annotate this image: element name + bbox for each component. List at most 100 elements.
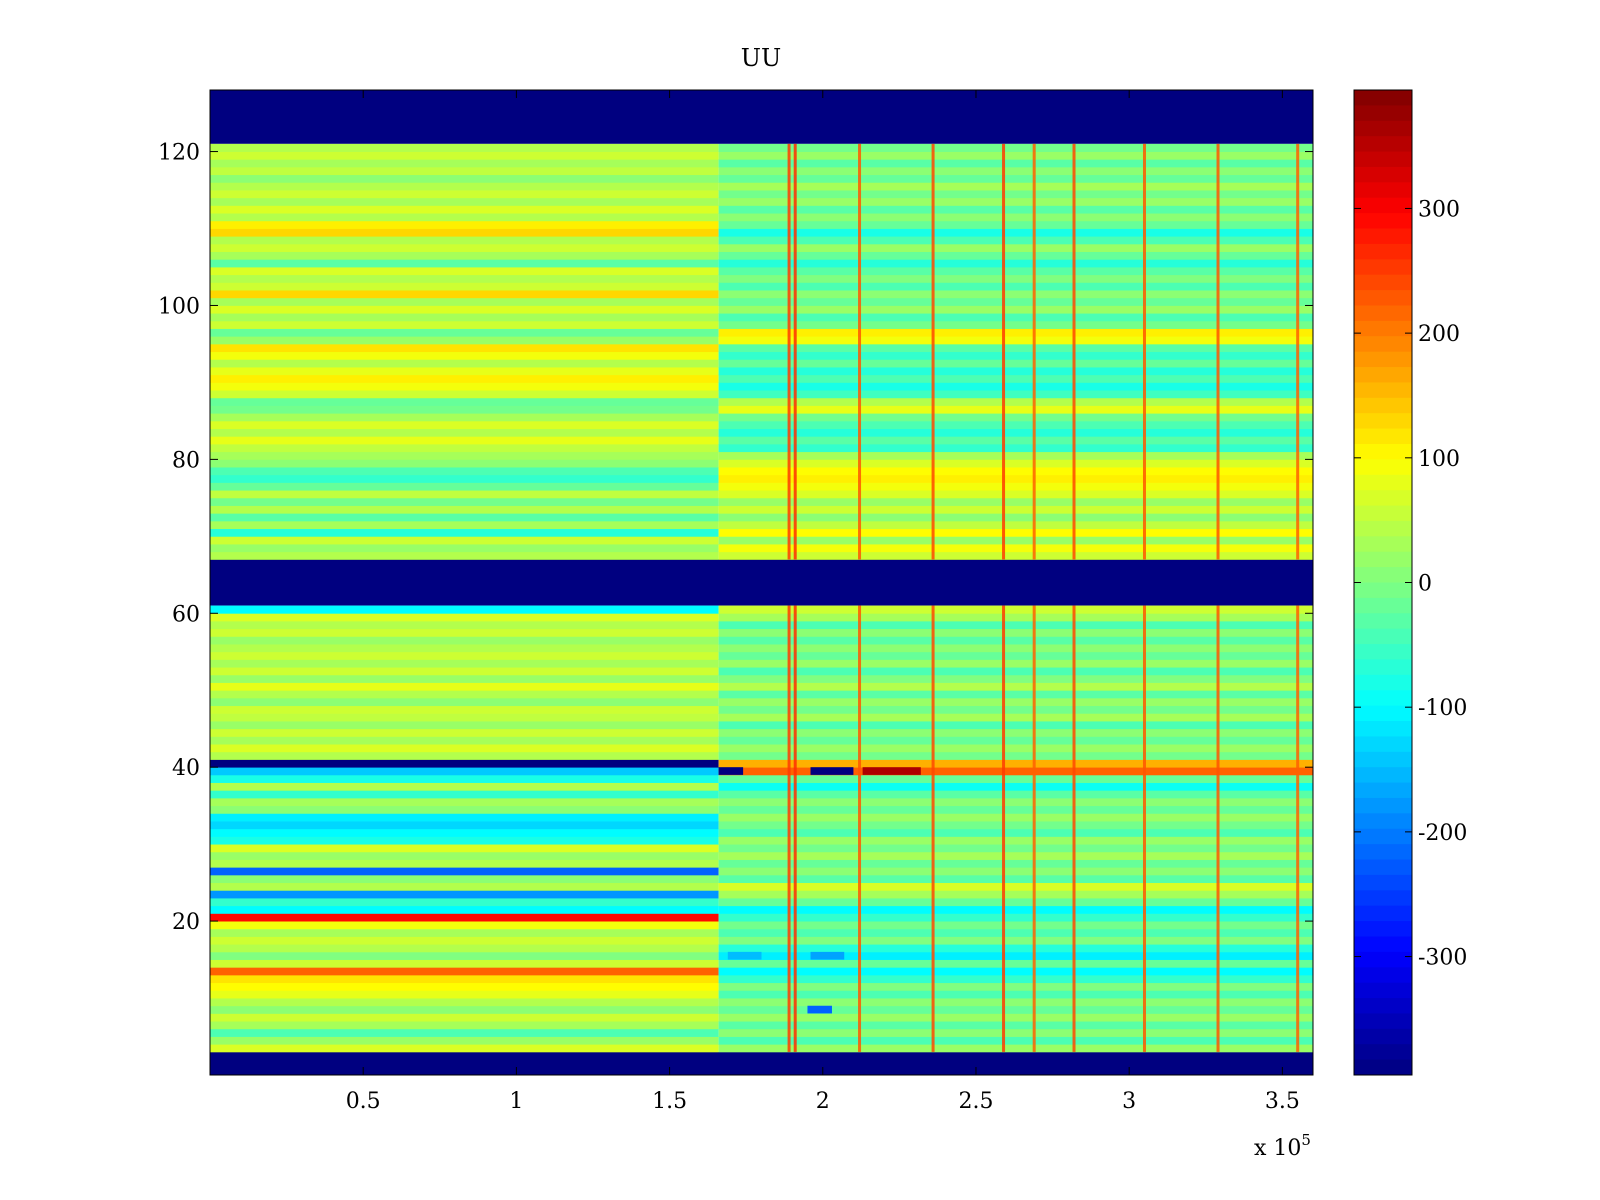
heatmap-row-after: [718, 913, 1313, 922]
heatmap-row-after: [718, 605, 1313, 614]
heatmap-row-before: [210, 436, 719, 445]
colorbar-segment: [1354, 274, 1412, 291]
heatmap-row-after: [718, 297, 1313, 306]
heatmap-row-before: [210, 998, 719, 1007]
heatmap-row-before: [210, 405, 719, 414]
heatmap-row-after: [718, 1005, 1313, 1014]
heatmap-row-after: [718, 459, 1313, 468]
colorbar-segment: [1354, 536, 1412, 553]
heatmap-row-before: [210, 936, 719, 945]
colorbar-segment: [1354, 459, 1412, 476]
heatmap-row-after: [718, 636, 1313, 645]
heatmap-row-before: [210, 882, 719, 891]
colorbar-segment: [1354, 767, 1412, 784]
heatmap-row-before: [210, 982, 719, 991]
svg-text:x 105: x 105: [1254, 1131, 1311, 1161]
x-tick-label: 0.5: [346, 1089, 381, 1114]
heatmap-row-before: [210, 713, 719, 722]
y-tick-label: 60: [172, 602, 200, 627]
anomaly-patch: [718, 767, 744, 775]
heatmap-row-after: [718, 405, 1313, 414]
heatmap-row-before: [210, 1044, 719, 1053]
heatmap-row-before: [210, 274, 719, 283]
event-column: [1072, 143, 1076, 560]
heatmap-row-before: [210, 613, 719, 622]
heatmap-row-after: [718, 259, 1313, 268]
colorbar-segment: [1354, 690, 1412, 707]
colorbar-segment: [1354, 490, 1412, 507]
heatmap-row-after: [718, 921, 1313, 930]
heatmap-row-before: [210, 297, 719, 306]
heatmap-row-after: [718, 213, 1313, 222]
heatmap-row-before: [210, 197, 719, 206]
heatmap-row-before: [210, 359, 719, 368]
colorbar-segment: [1354, 936, 1412, 953]
heatmap-row-before: [210, 166, 719, 176]
heatmap-row-before: [210, 474, 719, 483]
colorbar-segment: [1354, 551, 1412, 568]
event-column: [931, 143, 935, 560]
heatmap-row-before: [210, 428, 719, 437]
heatmap-row-before: [210, 528, 719, 537]
heatmap-row-after: [718, 713, 1313, 722]
heatmap-row-before: [210, 728, 719, 737]
heatmap-row-after: [718, 190, 1313, 199]
heatmap-row-after: [718, 959, 1313, 968]
heatmap-row-before: [210, 744, 719, 753]
heatmap-row-after: [718, 182, 1313, 191]
colorbar-segment: [1354, 582, 1412, 599]
colorbar-segment: [1354, 166, 1412, 183]
heatmap-row-before: [210, 351, 719, 360]
heatmap-row-after: [718, 1013, 1313, 1022]
colorbar-segment: [1354, 567, 1412, 583]
heatmap-row-before: [210, 921, 719, 930]
colorbar-segment: [1354, 520, 1412, 537]
y-tick-label: 100: [158, 294, 200, 319]
heatmap-row-after: [718, 797, 1313, 807]
colorbar-segment: [1354, 705, 1412, 722]
heatmap-row-after: [718, 205, 1313, 214]
colorbar-segment: [1354, 844, 1412, 861]
heatmap-row-after: [718, 813, 1313, 822]
heatmap-row-after: [718, 628, 1313, 637]
heatmap-row-before: [210, 905, 719, 914]
heatmap-row-after: [718, 898, 1313, 907]
heatmap-row-before: [210, 266, 719, 276]
heatmap-row-after: [718, 274, 1313, 283]
colorbar-segment: [1354, 243, 1412, 260]
masked-band: [210, 90, 1313, 144]
heatmap-row-after: [718, 690, 1313, 699]
heatmap-row-after: [718, 990, 1313, 999]
heatmap-row-after: [718, 282, 1313, 291]
heatmap-row-after: [718, 313, 1313, 322]
colorbar-segment: [1354, 921, 1412, 937]
heatmap-row-after: [718, 351, 1313, 360]
colorbar-segment: [1354, 182, 1412, 199]
heatmap-row-after: [718, 359, 1313, 368]
y-tick-label: 20: [172, 910, 200, 935]
heatmap-row-after: [718, 497, 1313, 506]
heatmap-row-after: [718, 374, 1313, 383]
colorbar-segment: [1354, 259, 1412, 276]
heatmap-row-before: [210, 651, 719, 660]
heatmap-row-after: [718, 967, 1313, 976]
event-column: [1002, 143, 1006, 560]
heatmap-row-before: [210, 343, 719, 353]
heatmap-row-after: [718, 451, 1313, 460]
heatmap-row-after: [718, 436, 1313, 445]
heatmap-row-after: [718, 705, 1313, 714]
heatmap-row-before: [210, 1036, 719, 1045]
event-column: [858, 605, 862, 1052]
heatmap-row-before: [210, 282, 719, 291]
heatmap-row-after: [718, 790, 1313, 799]
event-column: [1216, 143, 1220, 560]
heatmap-row-after: [718, 851, 1313, 860]
colorbar-tick-label: 300: [1418, 197, 1460, 222]
x-tick-label: 3.5: [1265, 1089, 1300, 1114]
event-column: [1296, 143, 1300, 560]
event-column: [1142, 605, 1146, 1052]
x-axis-exponent-label: x 105: [1254, 1131, 1311, 1161]
heatmap-row-after: [718, 836, 1313, 845]
heatmap-row-before: [210, 928, 719, 937]
heatmap-row-after: [718, 482, 1313, 491]
